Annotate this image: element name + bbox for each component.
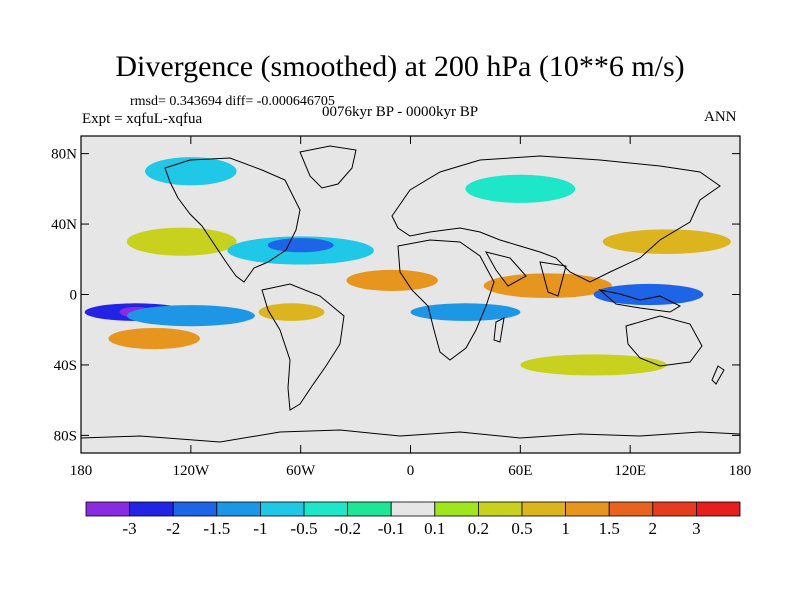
colorbar-swatch-4 xyxy=(259,501,305,517)
field-region-9 xyxy=(410,303,521,321)
colorbar-label-10: 1 xyxy=(561,519,570,538)
colorbar-swatch-6 xyxy=(347,501,392,517)
colorbar-label-9: 0.5 xyxy=(511,519,532,538)
rmsd-diff-stats: rmsd= 0.343694 diff= -0.000646705 xyxy=(130,94,335,109)
colorbar-label-12: 2 xyxy=(649,519,658,538)
field-region-14 xyxy=(465,174,576,203)
season-label: ANN xyxy=(704,109,737,125)
colorbar-swatch-5 xyxy=(303,501,348,517)
lon-tick-label-2: 60W xyxy=(286,463,316,479)
colorbar-swatch-7 xyxy=(390,501,436,517)
lon-tick-label-3: 0 xyxy=(407,463,415,479)
colorbar-swatch-0 xyxy=(85,501,130,517)
colorbar-label-5: -0.2 xyxy=(334,519,361,538)
colorbar-label-8: 0.2 xyxy=(468,519,489,538)
field-region-13 xyxy=(145,157,237,186)
lat-tick-label-0: 80N xyxy=(51,147,77,163)
colorbar-swatch-12 xyxy=(608,501,654,517)
colorbar-swatch-3 xyxy=(216,501,261,517)
colorbar-swatch-14 xyxy=(696,501,741,517)
lat-tick-label-4: 80S xyxy=(54,428,77,444)
field-region-2 xyxy=(126,305,255,327)
longitude-axis: 180 120W 60W 0 60E 120E 180 xyxy=(70,136,752,479)
colorbar-label-1: -2 xyxy=(166,519,180,538)
colorbar-swatch-1 xyxy=(129,501,174,517)
field-region-15 xyxy=(520,354,667,376)
field-region-4 xyxy=(126,227,237,256)
field-region-3 xyxy=(108,327,200,350)
lat-tick-label-1: 40N xyxy=(51,217,77,233)
colorbar-label-0: -3 xyxy=(123,519,137,538)
colorbar-label-4: -0.5 xyxy=(291,519,318,538)
field-region-12 xyxy=(602,229,731,254)
colorbar-swatch-9 xyxy=(477,501,523,517)
colorbar-swatch-8 xyxy=(434,501,479,517)
lon-tick-label-0: 180 xyxy=(70,463,93,479)
colorbar-label-6: -0.1 xyxy=(378,519,405,538)
field-region-10 xyxy=(483,273,612,299)
divergence-field xyxy=(84,157,731,376)
colorbar-swatch-10 xyxy=(521,501,566,517)
field-region-6 xyxy=(267,238,334,253)
chart-title: Divergence (smoothed) at 200 hPa (10**6 … xyxy=(115,50,685,83)
latitude-axis: 80N 40N 0 40S 80S xyxy=(51,147,740,444)
field-region-11 xyxy=(593,283,704,306)
colorbar-swatch-13 xyxy=(652,501,697,517)
colorbar-label-13: 3 xyxy=(692,519,701,538)
lat-tick-label-2: 0 xyxy=(70,288,78,304)
lon-tick-label-6: 180 xyxy=(729,463,752,479)
colorbar-label-3: -1 xyxy=(253,519,267,538)
colorbar-swatch-2 xyxy=(172,501,218,517)
colorbar-label-7: 0.1 xyxy=(424,519,445,538)
coastlines xyxy=(81,145,740,443)
field-region-7 xyxy=(258,303,325,321)
colorbar-label-2: -1.5 xyxy=(203,519,230,538)
lat-tick-label-3: 40S xyxy=(54,358,77,374)
colorbar: -3 -2 -1.5 -1 -0.5 -0.2 -0.1 0.1 0.2 0.5 1 1.5 2 3 xyxy=(85,501,741,538)
lon-tick-label-5: 120E xyxy=(614,463,646,479)
colorbar-swatch-11 xyxy=(565,501,610,517)
experiment-label: Expt = xqfuL-xqfua xyxy=(82,111,203,127)
field-region-8 xyxy=(346,269,438,291)
lon-tick-label-4: 60E xyxy=(508,463,532,479)
period-label: 0076kyr BP - 0000kyr BP xyxy=(322,104,479,120)
lon-tick-label-1: 120W xyxy=(172,463,210,479)
colorbar-label-11: 1.5 xyxy=(599,519,620,538)
